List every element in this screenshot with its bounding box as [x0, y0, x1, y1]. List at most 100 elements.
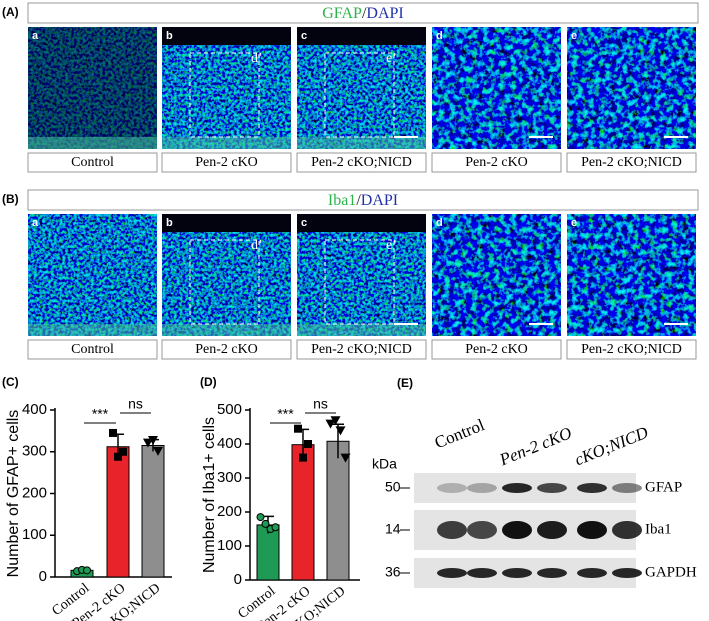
significance-label: ns: [313, 396, 328, 412]
y-axis-label: Number of Iba1+ cells: [201, 417, 218, 573]
panel-label: (C): [2, 375, 19, 389]
caption-box: [161, 152, 292, 173]
band: [467, 521, 497, 539]
micrograph-signal: [297, 232, 426, 336]
image-letter: d: [436, 217, 443, 229]
protein-label: GAPDH: [645, 564, 697, 580]
band: [502, 483, 532, 493]
title-box: [27, 2, 699, 24]
data-point: [340, 453, 351, 463]
y-tick-label: 200: [22, 484, 47, 501]
meninges: [297, 137, 426, 149]
image-letter: c: [301, 217, 307, 229]
image-caption: Pen-2 cKO: [195, 342, 258, 357]
lane-header: Pen-2 cKO: [496, 423, 575, 469]
image-letter: b: [166, 217, 173, 229]
size-marker: 36: [385, 564, 401, 580]
caption-box: [161, 339, 292, 360]
data-point: [299, 453, 307, 462]
data-point: [294, 424, 302, 433]
image-letter: b: [166, 30, 173, 42]
band: [467, 483, 497, 493]
title-part: /: [362, 5, 367, 22]
data-point: [261, 519, 270, 528]
meninges: [162, 137, 291, 149]
band: [537, 521, 567, 539]
data-point: [83, 566, 91, 575]
caption-box: [566, 152, 697, 173]
micrograph-signal: [567, 214, 696, 336]
panel-title: Iba1/DAPI: [328, 192, 398, 209]
data-point: [335, 426, 346, 436]
image-caption: Pen-2 cKO;NICD: [311, 155, 412, 170]
title-part: GFAP: [322, 5, 362, 22]
band: [577, 568, 607, 578]
inset-label: e’: [386, 51, 397, 66]
band: [467, 568, 497, 578]
title-part: /: [356, 192, 361, 209]
panel-title: GFAP/DAPI: [322, 5, 404, 22]
lane-header: cKO;NICD: [572, 422, 652, 469]
y-tick-label: 0: [39, 568, 47, 585]
band: [537, 483, 567, 493]
y-tick-label: 400: [217, 435, 242, 452]
image-caption: Control: [71, 342, 114, 357]
data-point: [109, 428, 117, 437]
panel-label: (E): [397, 376, 413, 390]
micrograph-signal: [28, 214, 157, 336]
image-caption: Pen-2 cKO;NICD: [581, 155, 682, 170]
image-caption: Pen-2 cKO: [465, 342, 528, 357]
title-part: DAPI: [361, 192, 398, 209]
caption-box: [296, 152, 427, 173]
band: [537, 568, 567, 578]
y-tick-label: 200: [217, 503, 242, 520]
micrograph-signal: [297, 45, 426, 149]
image-letter: a: [32, 30, 39, 42]
panel-label: (D): [200, 375, 217, 389]
y-tick-label: 0: [234, 571, 242, 588]
inset-label: d’: [251, 238, 263, 253]
band: [437, 568, 467, 578]
caption-box: [27, 152, 158, 173]
protein-label: GFAP: [645, 479, 682, 495]
y-tick-label: 400: [22, 401, 47, 418]
significance-label: ***: [277, 406, 294, 422]
significance-label: ns: [128, 396, 143, 412]
caption-box: [566, 339, 697, 360]
micrograph-signal: [162, 232, 291, 336]
title-box: [27, 189, 699, 211]
size-marker: 14: [385, 521, 401, 537]
inset-label: e’: [386, 238, 397, 253]
y-axis-label: Number of GFAP+ cells: [5, 410, 22, 578]
band: [577, 483, 607, 493]
data-point: [325, 419, 336, 429]
y-tick-label: 300: [22, 443, 47, 460]
data-point: [256, 513, 265, 522]
protein-label: Iba1: [645, 521, 672, 537]
micrograph-signal: [162, 45, 291, 149]
data-point: [143, 438, 153, 448]
micrograph-signal: [432, 27, 561, 149]
band: [612, 568, 642, 578]
significance-label: ***: [92, 406, 109, 422]
micrograph-signal: [567, 27, 696, 149]
image-letter: d: [436, 30, 443, 42]
image-caption: Control: [71, 155, 114, 170]
size-marker: 50: [385, 479, 401, 495]
bar: [106, 446, 130, 578]
band: [577, 521, 607, 539]
micrograph-signal: [28, 27, 157, 149]
image-letter: e: [571, 30, 577, 42]
band: [437, 521, 467, 539]
data-point: [330, 416, 341, 426]
data-point: [114, 452, 122, 461]
inset-label: d’: [251, 51, 263, 66]
caption-box: [296, 339, 427, 360]
image-caption: Pen-2 cKO: [195, 155, 258, 170]
y-tick-label: 100: [217, 537, 242, 554]
image-letter: a: [32, 217, 39, 229]
y-tick-label: 500: [217, 401, 242, 418]
image-letter: e: [571, 217, 577, 229]
data-point: [153, 446, 163, 456]
